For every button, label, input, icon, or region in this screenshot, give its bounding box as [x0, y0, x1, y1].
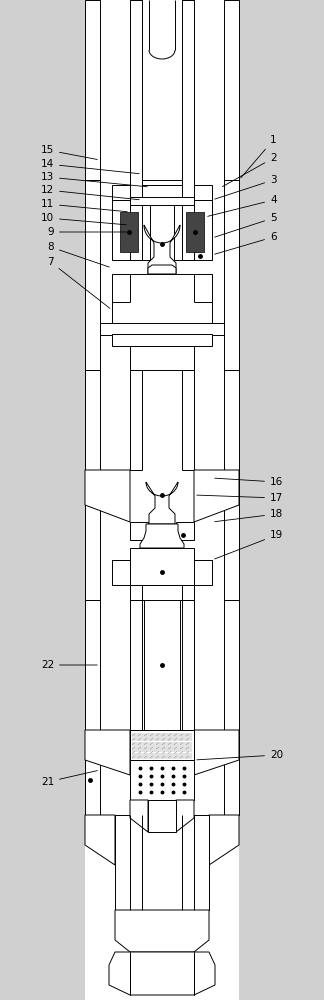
- Polygon shape: [85, 815, 115, 865]
- Text: 8: 8: [47, 242, 110, 267]
- Text: 13: 13: [41, 172, 147, 187]
- Bar: [130, 730, 194, 760]
- Polygon shape: [144, 225, 180, 274]
- Bar: [148, 800, 176, 832]
- Polygon shape: [109, 952, 215, 995]
- Polygon shape: [146, 482, 178, 524]
- Polygon shape: [194, 470, 239, 522]
- Bar: [130, 370, 142, 470]
- Bar: [224, 180, 239, 370]
- Text: 10: 10: [41, 213, 126, 225]
- Bar: [112, 560, 130, 585]
- Bar: [194, 560, 212, 585]
- Text: 2: 2: [222, 153, 277, 187]
- Bar: [112, 185, 212, 200]
- Bar: [224, 0, 239, 180]
- Text: 6: 6: [215, 232, 277, 254]
- Bar: [85, 600, 100, 730]
- Text: 21: 21: [41, 771, 97, 787]
- Text: 3: 3: [214, 175, 277, 199]
- Polygon shape: [140, 524, 184, 548]
- Bar: [130, 585, 142, 600]
- Polygon shape: [176, 800, 194, 832]
- Polygon shape: [209, 815, 239, 865]
- Bar: [224, 600, 239, 730]
- Polygon shape: [148, 265, 176, 274]
- Text: 5: 5: [214, 213, 277, 237]
- Text: 18: 18: [215, 509, 283, 522]
- Text: 9: 9: [47, 227, 126, 237]
- Bar: [130, 600, 144, 730]
- Bar: [112, 274, 212, 324]
- Bar: [85, 370, 100, 470]
- Bar: [182, 600, 194, 730]
- Bar: [224, 370, 239, 470]
- Text: 7: 7: [47, 257, 110, 308]
- Polygon shape: [194, 730, 239, 775]
- Polygon shape: [130, 522, 148, 540]
- Text: 4: 4: [208, 195, 277, 216]
- Text: 1: 1: [241, 135, 277, 178]
- Bar: [180, 600, 194, 730]
- Bar: [130, 346, 194, 370]
- Bar: [186, 212, 204, 252]
- Bar: [182, 0, 194, 180]
- Polygon shape: [115, 910, 209, 952]
- Bar: [130, 548, 194, 585]
- Text: 19: 19: [214, 530, 283, 559]
- Bar: [115, 815, 209, 910]
- Bar: [85, 180, 100, 370]
- Polygon shape: [176, 522, 194, 540]
- Bar: [85, 0, 100, 180]
- Bar: [120, 212, 138, 252]
- Bar: [182, 0, 194, 260]
- Bar: [182, 370, 194, 470]
- Text: 20: 20: [197, 750, 283, 760]
- Bar: [130, 585, 194, 600]
- Bar: [224, 470, 239, 600]
- Text: 17: 17: [197, 493, 283, 503]
- Text: 22: 22: [41, 660, 97, 670]
- Polygon shape: [130, 800, 148, 832]
- Polygon shape: [85, 470, 130, 522]
- Bar: [85, 0, 239, 1000]
- Text: 11: 11: [41, 199, 127, 212]
- Bar: [130, 197, 194, 205]
- Bar: [112, 200, 150, 260]
- Bar: [130, 0, 142, 180]
- Text: 14: 14: [41, 159, 139, 174]
- Text: 12: 12: [41, 185, 139, 200]
- Bar: [130, 600, 142, 730]
- Bar: [182, 585, 194, 600]
- Bar: [100, 323, 224, 335]
- Bar: [174, 200, 212, 260]
- Bar: [130, 760, 194, 800]
- Bar: [85, 730, 100, 815]
- Bar: [224, 730, 239, 815]
- Bar: [85, 470, 100, 600]
- Polygon shape: [85, 730, 130, 775]
- Text: 16: 16: [215, 477, 283, 487]
- Bar: [130, 0, 142, 260]
- Bar: [130, 180, 194, 185]
- Text: 15: 15: [41, 145, 97, 159]
- Bar: [112, 334, 212, 346]
